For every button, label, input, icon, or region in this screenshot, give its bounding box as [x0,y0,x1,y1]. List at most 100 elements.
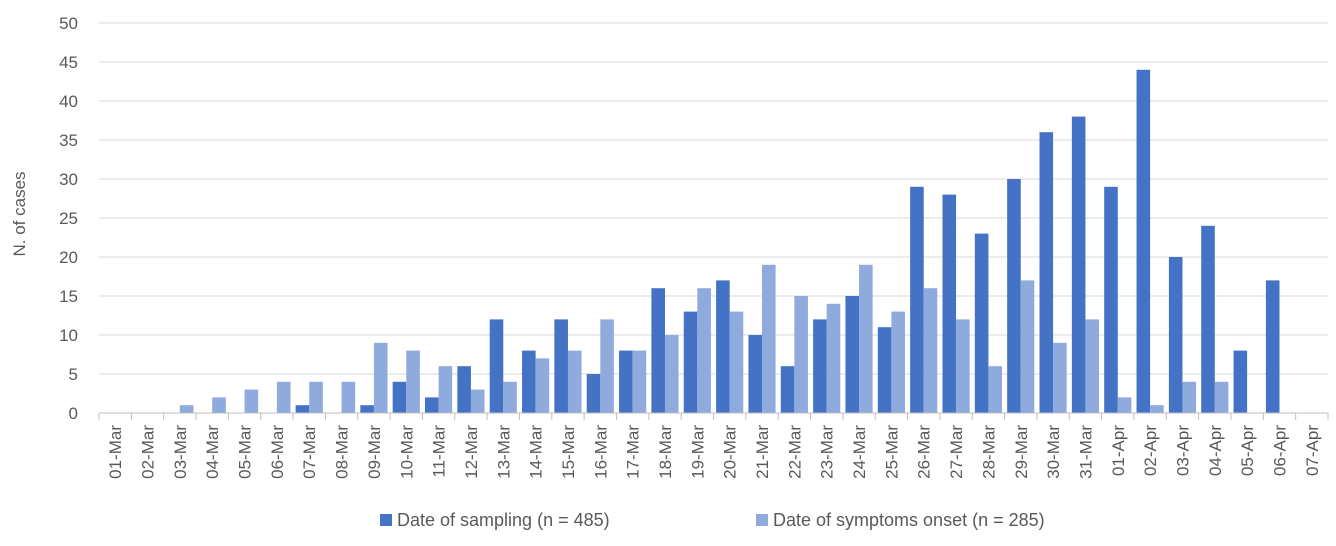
bar-sampling [845,296,859,413]
x-tick-label: 30-Mar [1044,425,1063,479]
x-tick-label: 23-Mar [818,425,837,479]
x-tick-label: 19-Mar [688,425,707,479]
y-tick-label: 45 [59,53,78,72]
legend: Date of sampling (n = 485) Date of sympto… [380,510,1045,530]
bar-sampling [1201,226,1215,413]
y-tick-label: 10 [59,326,78,345]
x-tick-label: 03-Apr [1173,425,1192,476]
bar-sampling [393,382,407,413]
x-tick-label: 21-Mar [753,425,772,479]
bar-symptoms-onset [536,358,550,413]
y-tick-label: 20 [59,248,78,267]
bar-sampling [360,405,374,413]
bar-sampling [1007,179,1021,413]
x-tick-label: 09-Mar [365,425,384,479]
x-tick-label: 02-Mar [139,425,158,479]
x-tick-label: 04-Mar [203,425,222,479]
bar-sampling [490,319,504,413]
x-tick-label: 10-Mar [397,425,416,479]
x-tick-label: 31-Mar [1076,425,1095,479]
bar-sampling [942,195,956,413]
x-tick-label: 15-Mar [559,425,578,479]
bar-symptoms-onset [568,351,582,413]
x-tick-label: 16-Mar [591,425,610,479]
legend-swatch [380,514,392,526]
x-tick-label: 08-Mar [333,425,352,479]
legend-swatch [756,514,768,526]
bars [180,70,1280,413]
y-tick-label: 0 [69,404,78,423]
x-tick-label: 05-Mar [236,425,255,479]
bar-sampling [457,366,471,413]
bar-sampling [716,280,730,413]
y-tick-label: 15 [59,287,78,306]
x-tick-label: 24-Mar [850,425,869,479]
bar-symptoms-onset [827,304,841,413]
y-tick-label: 25 [59,209,78,228]
y-tick-label: 30 [59,170,78,189]
bar-sampling [296,405,310,413]
bar-symptoms-onset [406,351,420,413]
bar-sampling [651,288,665,413]
x-tick-label: 28-Mar [979,425,998,479]
bar-sampling [1040,132,1054,413]
bar-sampling [1169,257,1183,413]
x-tick-label: 03-Mar [171,425,190,479]
bar-symptoms-onset [859,265,873,413]
bar-symptoms-onset [471,390,485,413]
bar-sampling [425,397,439,413]
x-tick-label: 17-Mar [624,425,643,479]
y-tick-label: 5 [69,365,78,384]
x-tick-label: 25-Mar [882,425,901,479]
bar-symptoms-onset [956,319,970,413]
bar-symptoms-onset [503,382,517,413]
legend-label: Date of symptoms onset (n = 285) [773,510,1045,530]
bar-symptoms-onset [1053,343,1067,413]
bar-sampling [684,312,698,413]
x-tick-label: 07-Mar [300,425,319,479]
x-tick-label: 06-Apr [1270,425,1289,476]
x-tick-label: 11-Mar [430,425,449,478]
bar-sampling [619,351,633,413]
bar-sampling [1072,117,1086,413]
bar-sampling [781,366,795,413]
bar-symptoms-onset [924,288,938,413]
bar-symptoms-onset [762,265,776,413]
x-tick-label: 12-Mar [462,425,481,479]
x-tick-label: 04-Apr [1206,425,1225,476]
x-tick-label: 27-Mar [947,425,966,479]
bar-symptoms-onset [1182,382,1196,413]
bar-sampling [1234,351,1248,413]
x-tick-label: 06-Mar [268,425,287,479]
bar-symptoms-onset [374,343,388,413]
bar-sampling [813,319,827,413]
bar-symptoms-onset [633,351,647,413]
y-axis-ticks: 0 5 10 15 20 25 30 35 40 45 50 [59,14,78,423]
legend-item: Date of symptoms onset (n = 285) [756,510,1045,530]
bar-symptoms-onset [1118,397,1132,413]
bar-sampling [910,187,924,413]
bar-symptoms-onset [665,335,679,413]
bar-symptoms-onset [309,382,323,413]
bar-symptoms-onset [1085,319,1099,413]
y-tick-label: 50 [59,14,78,33]
bar-sampling [554,319,568,413]
bar-symptoms-onset [988,366,1002,413]
bar-symptoms-onset [342,382,356,413]
x-tick-label: 20-Mar [721,425,740,479]
bar-symptoms-onset [180,405,194,413]
legend-item: Date of sampling (n = 485) [380,510,610,530]
bar-sampling [1104,187,1118,413]
bar-sampling [587,374,601,413]
bar-sampling [522,351,536,413]
bar-symptoms-onset [794,296,808,413]
x-axis [99,413,1328,420]
bar-symptoms-onset [1021,280,1035,413]
x-tick-label: 26-Mar [915,425,934,479]
x-tick-label: 01-Apr [1109,425,1128,476]
bar-sampling [1266,280,1280,413]
bar-symptoms-onset [439,366,453,413]
x-tick-label: 18-Mar [656,425,675,479]
bar-symptoms-onset [1150,405,1164,413]
